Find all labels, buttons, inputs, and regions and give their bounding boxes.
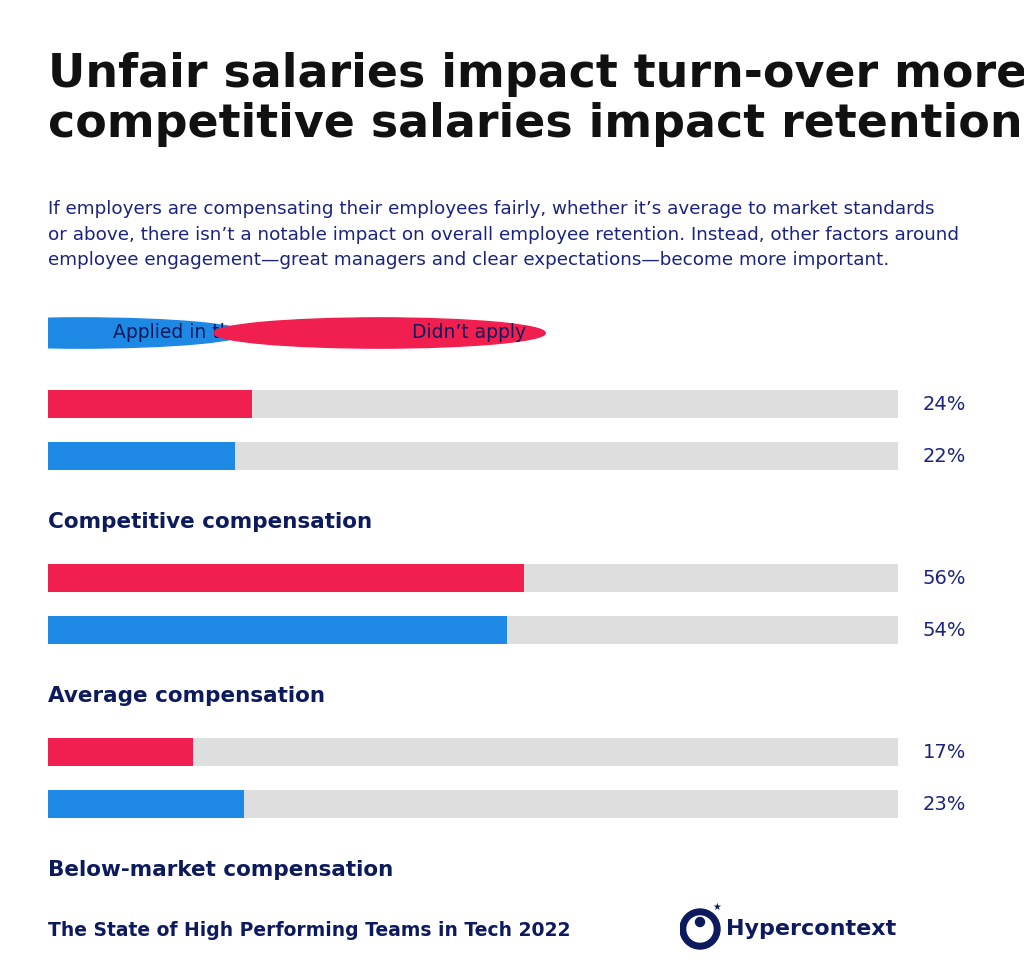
Circle shape — [687, 916, 713, 942]
Text: 17%: 17% — [923, 743, 967, 761]
Circle shape — [214, 318, 546, 348]
Bar — [48, 442, 234, 470]
Bar — [48, 564, 898, 592]
Circle shape — [695, 918, 705, 926]
Bar — [48, 616, 898, 644]
Bar — [48, 738, 898, 766]
Text: Below-market compensation: Below-market compensation — [48, 860, 393, 880]
Text: If employers are compensating their employees fairly, whether it’s average to ma: If employers are compensating their empl… — [48, 200, 959, 270]
Text: Didn’t apply: Didn’t apply — [412, 324, 526, 343]
Bar — [48, 790, 898, 818]
Bar — [48, 442, 898, 470]
Bar — [48, 390, 898, 418]
Text: Average compensation: Average compensation — [48, 686, 325, 706]
Text: 24%: 24% — [923, 394, 967, 413]
Text: 23%: 23% — [923, 794, 967, 813]
Text: 22%: 22% — [923, 446, 967, 466]
Bar — [48, 790, 244, 818]
Text: Unfair salaries impact turn-over more than
competitive salaries impact retention: Unfair salaries impact turn-over more th… — [48, 52, 1024, 147]
Text: Hypercontext: Hypercontext — [726, 919, 896, 939]
Bar — [48, 390, 252, 418]
Circle shape — [680, 909, 720, 949]
Text: 54%: 54% — [923, 620, 967, 639]
Text: The State of High Performing Teams in Tech 2022: The State of High Performing Teams in Te… — [48, 921, 570, 940]
Text: ★: ★ — [712, 902, 721, 912]
Bar — [48, 738, 193, 766]
Text: 56%: 56% — [923, 569, 967, 587]
Bar — [48, 564, 524, 592]
Bar — [48, 616, 507, 644]
Text: Applied in the last 6 months: Applied in the last 6 months — [113, 324, 378, 343]
Circle shape — [0, 318, 247, 348]
Text: Competitive compensation: Competitive compensation — [48, 512, 372, 532]
